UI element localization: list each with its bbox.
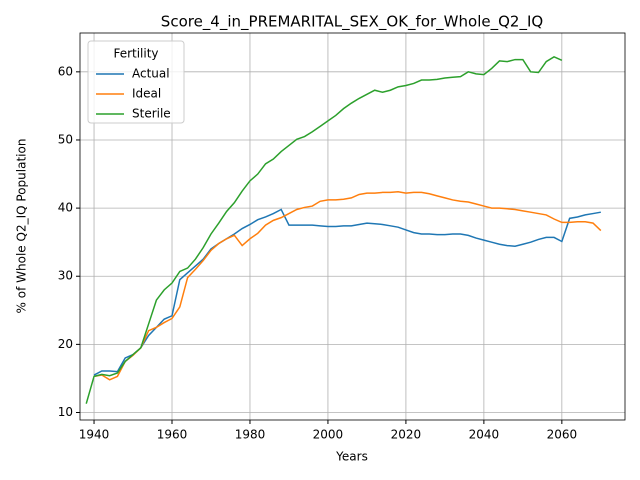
data-line	[85, 56, 563, 404]
legend-box	[87, 40, 185, 124]
legend-label: Sterile	[132, 107, 171, 121]
legend-label: Ideal	[132, 87, 161, 101]
x-tick-label: 2040	[469, 428, 500, 442]
y-tick-label: 30	[58, 269, 73, 283]
y-tick-label: 20	[58, 337, 73, 351]
y-tick-label: 50	[58, 132, 73, 146]
x-tick-label: 2060	[547, 428, 578, 442]
x-tick-label: 2020	[391, 428, 422, 442]
data-line	[93, 190, 602, 381]
legend-label: Actual	[132, 67, 170, 81]
x-tick-label: 1960	[157, 428, 188, 442]
x-tick-label: 1980	[235, 428, 266, 442]
y-tick-label: 10	[58, 405, 73, 419]
x-tick-label: 1940	[79, 428, 110, 442]
x-axis-label: Years	[335, 450, 368, 464]
plot-frame	[79, 32, 626, 421]
legend-title: Fertility	[113, 47, 158, 61]
y-tick-label: 60	[58, 64, 73, 78]
x-tick-label: 2000	[313, 428, 344, 442]
y-tick-label: 40	[58, 201, 73, 215]
y-axis-label: % of Whole Q2_IQ Population	[15, 139, 29, 314]
chart-title: Score_4_in_PREMARITAL_SEX_OK_for_Whole_Q…	[161, 13, 543, 32]
data-line	[93, 208, 601, 376]
